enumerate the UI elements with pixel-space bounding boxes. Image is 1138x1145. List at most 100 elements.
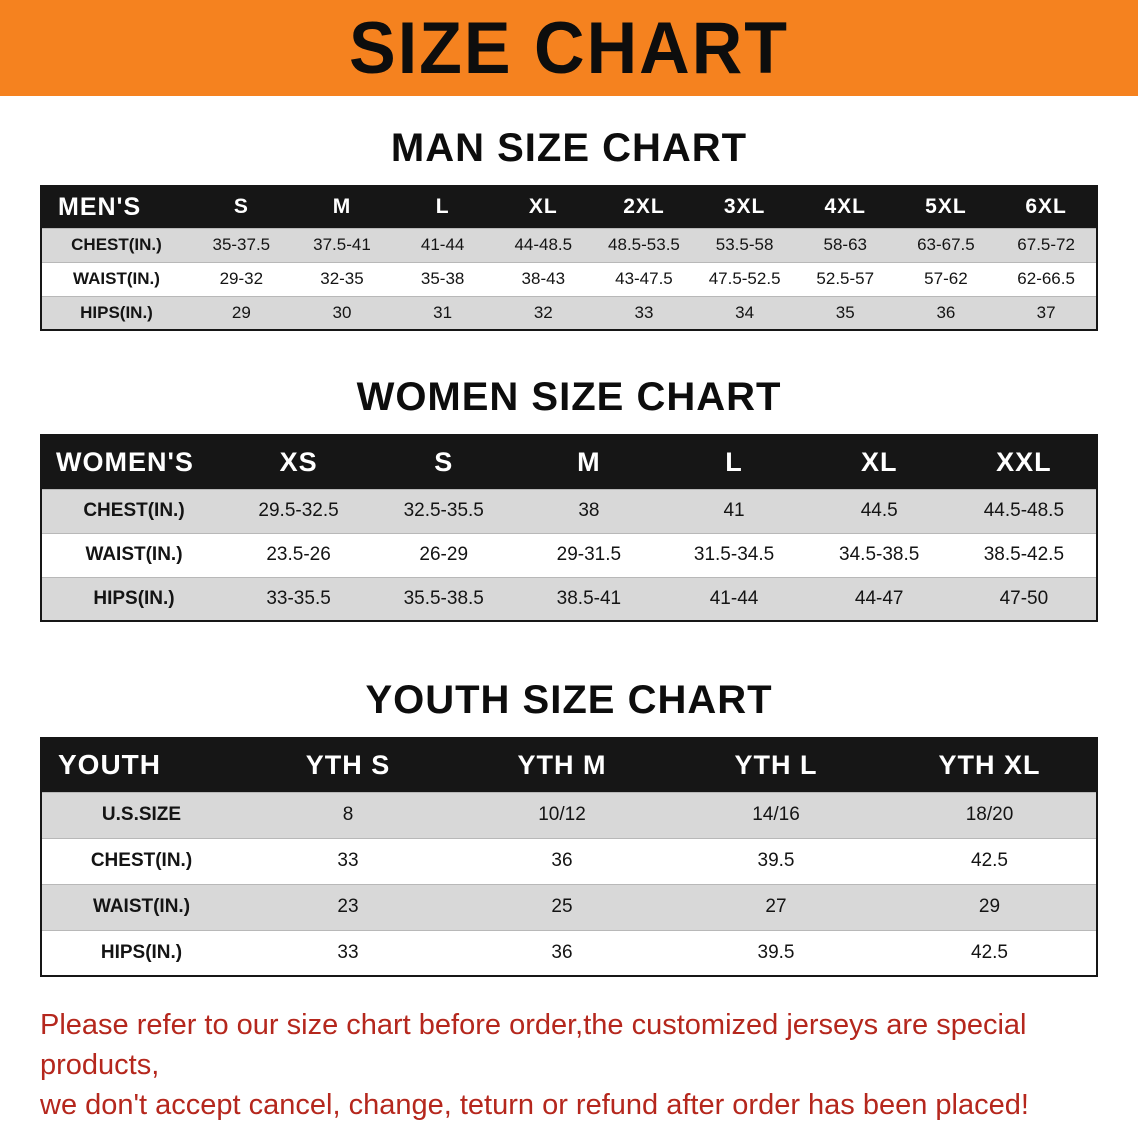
women-size-table-container: WOMEN'S XS S M L XL XXL CHEST(IN.) 29.5-32.5 32.5… — [0, 434, 1138, 622]
size-column-header: YTH M — [455, 738, 669, 792]
measurement-label: CHEST(IN.) — [41, 227, 191, 262]
youth-size-table-container: YOUTH YTH S YTH M YTH L YTH XL U.S.SIZE 8 10/12… — [0, 737, 1138, 977]
size-column-header: YTH L — [669, 738, 883, 792]
measurement-value: 31.5-34.5 — [661, 532, 807, 577]
measurement-value: 37.5-41 — [291, 227, 393, 262]
men-size-table: MEN'S S M L XL 2XL 3XL 4XL 5XL 6XL CHEST(IN.) 35-37… — [40, 185, 1098, 331]
measurement-row: CHEST(IN.) 33 36 39.5 42.5 — [41, 837, 1097, 884]
measurement-value: 38.5-41 — [516, 576, 662, 621]
measurement-value: 18/20 — [883, 791, 1097, 838]
measurement-row: CHEST(IN.) 29.5-32.5 32.5-35.5 38 41 44.5 44.5… — [41, 488, 1097, 533]
table-group-label: MEN'S — [41, 186, 191, 228]
measurement-value: 42.5 — [883, 837, 1097, 884]
measurement-value: 29-31.5 — [516, 532, 662, 577]
size-column-header: S — [371, 435, 517, 489]
top-banner: SIZE CHART — [0, 0, 1138, 96]
size-column-header: YTH S — [241, 738, 455, 792]
disclaimer-line-2: we don't accept cancel, change, teturn o… — [40, 1089, 1029, 1122]
measurement-value: 47-50 — [951, 576, 1097, 621]
measurement-value: 29 — [883, 883, 1097, 930]
measurement-value: 47.5-52.5 — [694, 261, 795, 296]
size-column-header: L — [661, 435, 807, 489]
measurement-value: 23 — [241, 883, 455, 930]
measurement-value: 10/12 — [455, 791, 669, 838]
size-column-header: YTH XL — [883, 738, 1097, 792]
measurement-value: 36 — [455, 929, 669, 976]
measurement-value: 43-47.5 — [593, 261, 695, 296]
measurement-label: WAIST(IN.) — [41, 883, 241, 930]
measurement-value: 14/16 — [669, 791, 883, 838]
measurement-row: CHEST(IN.) 35-37.5 37.5-41 41-44 44-48.5 48.5… — [41, 227, 1097, 262]
measurement-value: 32-35 — [291, 261, 393, 296]
disclaimer-note: Please refer to our size chart before or… — [40, 1005, 1102, 1145]
measurement-value: 39.5 — [669, 929, 883, 976]
measurement-value: 36 — [455, 837, 669, 884]
measurement-value: 27 — [669, 883, 883, 930]
measurement-value: 33 — [593, 295, 695, 330]
measurement-label: U.S.SIZE — [41, 791, 241, 838]
measurement-row: HIPS(IN.) 33-35.5 35.5-38.5 38.5-41 41-44 44-… — [41, 576, 1097, 621]
measurement-value: 62-66.5 — [996, 261, 1097, 296]
measurement-label: CHEST(IN.) — [41, 488, 226, 533]
measurement-value: 33-35.5 — [226, 576, 372, 621]
measurement-value: 58-63 — [794, 227, 896, 262]
size-column-header: S — [191, 186, 292, 228]
measurement-row: WAIST(IN.) 29-32 32-35 35-38 38-43 43-47.5 47.… — [41, 261, 1097, 296]
measurement-value: 57-62 — [895, 261, 997, 296]
size-column-header: L — [392, 186, 493, 228]
measurement-value: 33 — [241, 929, 455, 976]
measurement-value: 44-47 — [806, 576, 952, 621]
table-group-label: YOUTH — [41, 738, 241, 792]
measurement-value: 38 — [516, 488, 662, 533]
measurement-label: CHEST(IN.) — [41, 837, 241, 884]
measurement-label: WAIST(IN.) — [41, 532, 226, 577]
measurement-value: 41 — [661, 488, 807, 533]
measurement-value: 33 — [241, 837, 455, 884]
measurement-value: 42.5 — [883, 929, 1097, 976]
measurement-value: 41-44 — [392, 227, 493, 262]
size-column-header: XL — [806, 435, 952, 489]
measurement-value: 35-37.5 — [191, 227, 292, 262]
size-column-header: XXL — [951, 435, 1097, 489]
size-column-header: XS — [226, 435, 372, 489]
measurement-label: HIPS(IN.) — [41, 576, 226, 621]
men-size-table-container: MEN'S S M L XL 2XL 3XL 4XL 5XL 6XL CHEST(IN.) 35-37… — [0, 185, 1138, 331]
table-header-row: WOMEN'S XS S M L XL XXL — [41, 435, 1097, 489]
measurement-value: 44.5 — [806, 488, 952, 533]
youth-size-table: YOUTH YTH S YTH M YTH L YTH XL U.S.SIZE 8 10/12… — [40, 737, 1098, 977]
measurement-value: 29 — [191, 295, 292, 330]
disclaimer-line-1: Please refer to our size chart before or… — [40, 1009, 1027, 1082]
measurement-value: 29-32 — [191, 261, 292, 296]
size-column-header: 3XL — [694, 186, 795, 228]
measurement-value: 35-38 — [392, 261, 493, 296]
measurement-row: WAIST(IN.) 23.5-26 26-29 29-31.5 31.5-34.5 34… — [41, 532, 1097, 577]
measurement-value: 8 — [241, 791, 455, 838]
measurement-value: 39.5 — [669, 837, 883, 884]
measurement-value: 52.5-57 — [794, 261, 896, 296]
measurement-row: U.S.SIZE 8 10/12 14/16 18/20 — [41, 791, 1097, 838]
measurement-value: 25 — [455, 883, 669, 930]
measurement-value: 63-67.5 — [895, 227, 997, 262]
size-column-header: 4XL — [794, 186, 896, 228]
size-column-header: 5XL — [895, 186, 997, 228]
measurement-value: 38.5-42.5 — [951, 532, 1097, 577]
measurement-value: 44-48.5 — [492, 227, 594, 262]
measurement-row: WAIST(IN.) 23 25 27 29 — [41, 883, 1097, 930]
page-title: SIZE CHART — [349, 7, 789, 89]
measurement-row: HIPS(IN.) 29 30 31 32 33 34 35 36 37 — [41, 295, 1097, 330]
measurement-value: 31 — [392, 295, 493, 330]
measurement-value: 34 — [694, 295, 795, 330]
measurement-value: 44.5-48.5 — [951, 488, 1097, 533]
measurement-value: 34.5-38.5 — [806, 532, 952, 577]
youth-section-heading: YOUTH SIZE CHART — [365, 678, 773, 722]
measurement-value: 38-43 — [492, 261, 594, 296]
measurement-value: 37 — [996, 295, 1097, 330]
table-header-row: MEN'S S M L XL 2XL 3XL 4XL 5XL 6XL — [41, 186, 1097, 228]
size-column-header: XL — [492, 186, 594, 228]
size-column-header: M — [291, 186, 393, 228]
measurement-value: 48.5-53.5 — [593, 227, 695, 262]
table-group-label: WOMEN'S — [41, 435, 226, 489]
measurement-label: WAIST(IN.) — [41, 261, 191, 296]
measurement-label: HIPS(IN.) — [41, 929, 241, 976]
